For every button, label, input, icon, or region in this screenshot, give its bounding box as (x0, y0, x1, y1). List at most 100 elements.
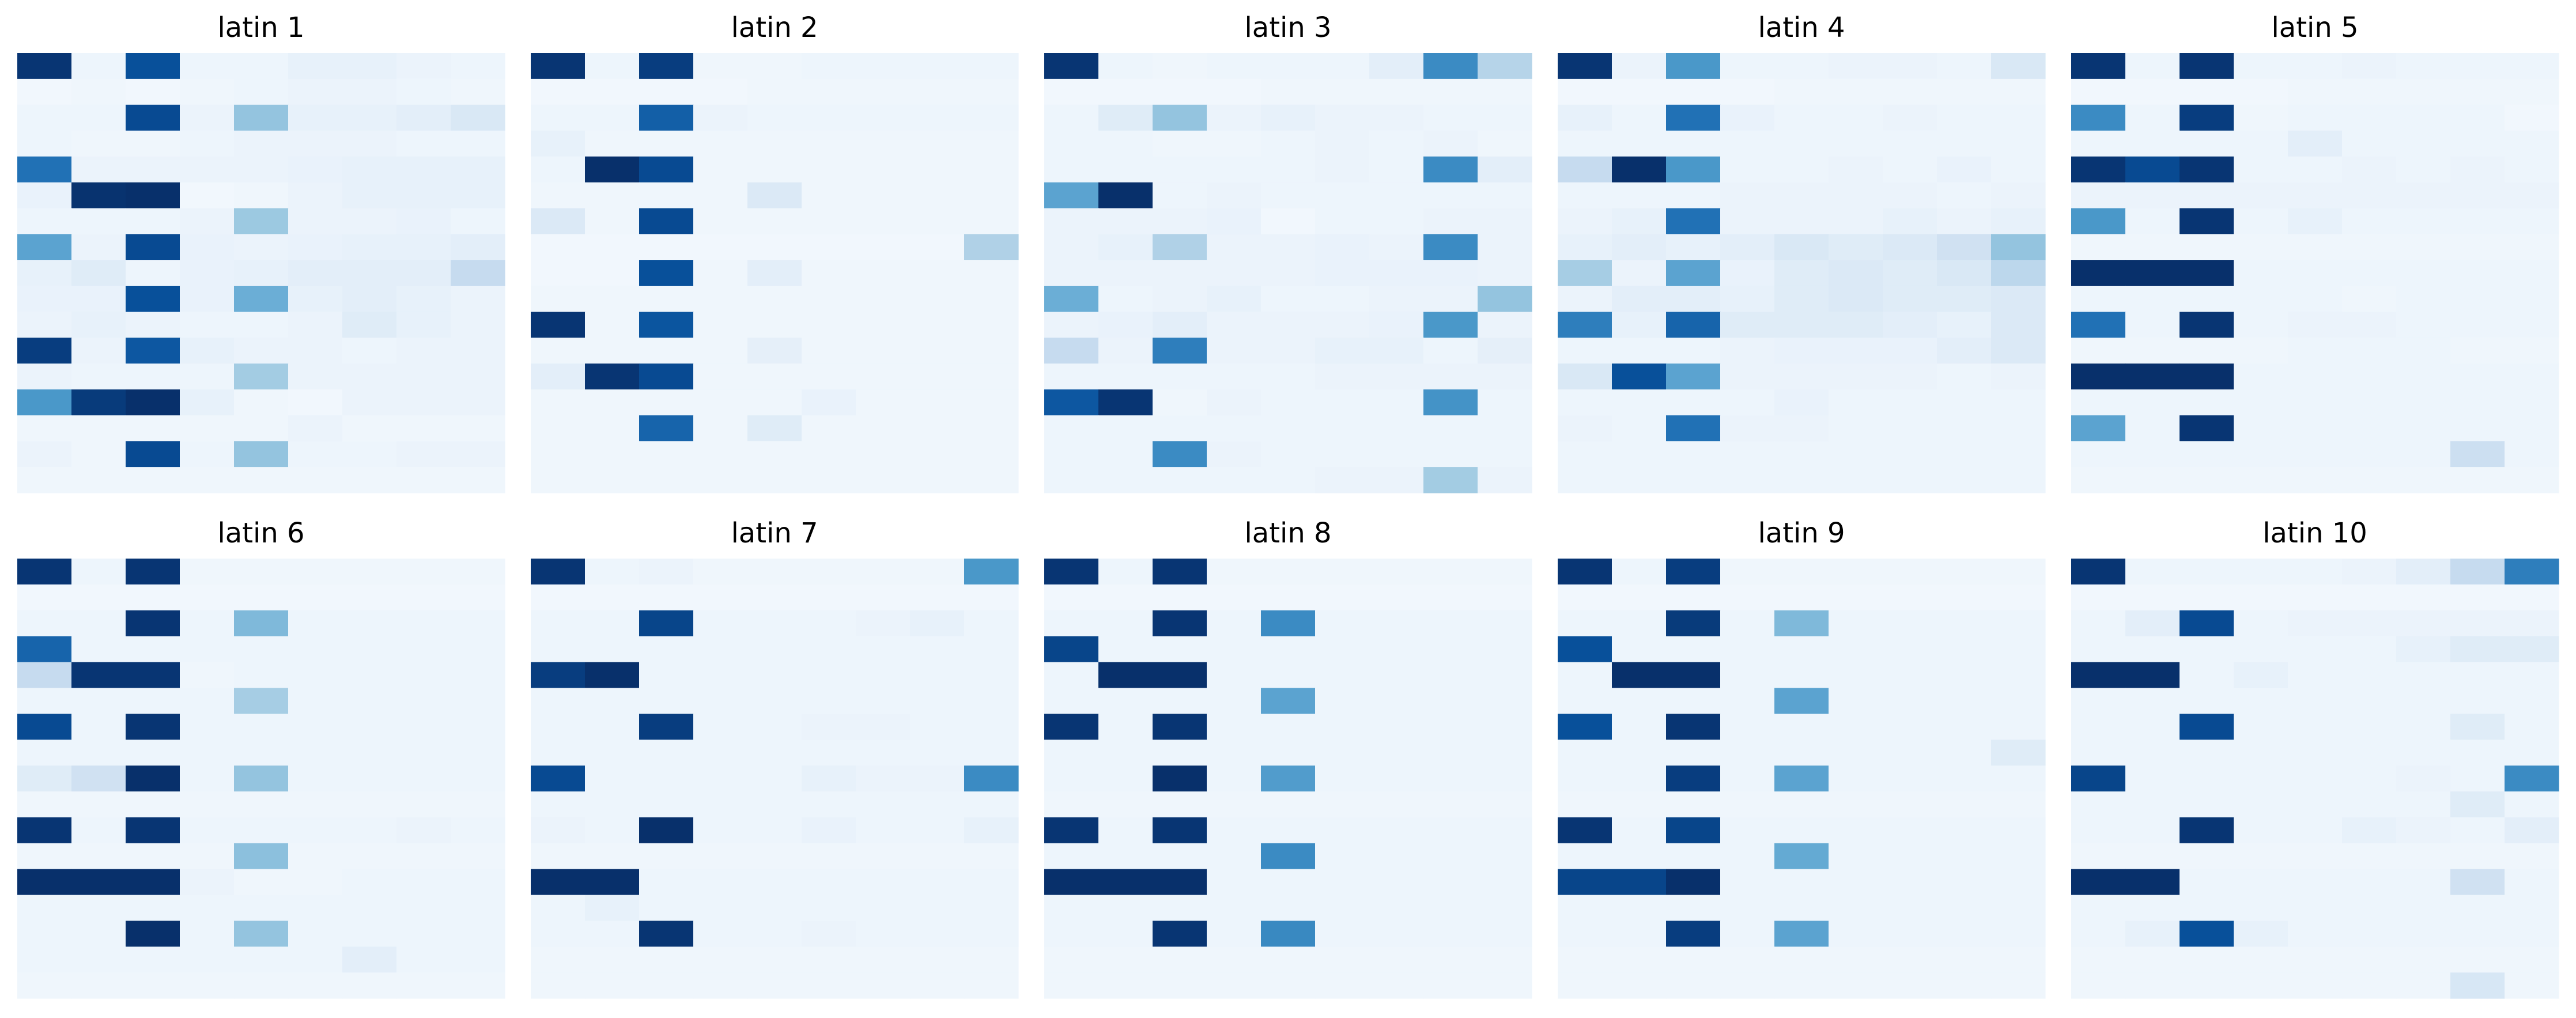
heatmap-cell (1207, 182, 1261, 209)
heatmap-cell (1261, 921, 1316, 947)
heatmap-cell (1261, 610, 1316, 637)
heatmap-cell (2396, 972, 2451, 999)
heatmap-cell (1044, 389, 1099, 416)
heatmap-cell (1207, 260, 1261, 286)
heatmap-cell (639, 972, 694, 999)
heatmap-cell (2125, 843, 2180, 870)
heatmap-cell (17, 584, 72, 611)
heatmap-cell (2342, 947, 2397, 973)
heatmap-cell (1044, 972, 1099, 999)
heatmap-cell (1044, 415, 1099, 442)
heatmap-cell (1666, 714, 1721, 740)
heatmap-cell (2125, 337, 2180, 364)
heatmap-cell (1991, 766, 2046, 792)
heatmap-cell (71, 688, 126, 714)
heatmap-cell (71, 53, 126, 80)
heatmap-cell (964, 441, 1019, 467)
heatmap-cell (2450, 234, 2505, 261)
heatmap-cell (396, 285, 451, 312)
heatmap-cell (910, 389, 965, 416)
heatmap-cell (1369, 791, 1424, 818)
heatmap-cell (234, 260, 289, 286)
heatmap-cell (342, 130, 397, 157)
heatmap-cell (342, 78, 397, 105)
heatmap-cell (2342, 791, 2397, 818)
heatmap-cell (288, 843, 343, 870)
heatmap-cell (1991, 441, 2046, 467)
heatmap-cell (1369, 714, 1424, 740)
heatmap-cell (451, 584, 505, 611)
heatmap-cell (1478, 234, 1532, 261)
heatmap-cell (2342, 843, 2397, 870)
heatmap-cell (639, 947, 694, 973)
heatmap-cell (1666, 337, 1721, 364)
heatmap-cell (2125, 104, 2180, 131)
heatmap-cell (1423, 559, 1478, 585)
heatmap-cell (856, 610, 911, 637)
heatmap-cell (1720, 467, 1775, 493)
heatmap-cell (802, 662, 856, 689)
heatmap-cell (17, 921, 72, 947)
heatmap-cell (531, 559, 586, 585)
heatmap-cell (1883, 363, 1937, 390)
heatmap-cell (17, 559, 72, 585)
heatmap-cell (1261, 817, 1316, 844)
heatmap-cell (1044, 921, 1099, 947)
panel-title: latin 8 (1244, 517, 1331, 549)
heatmap-cell (1937, 260, 1992, 286)
heatmap-cell (1937, 584, 1992, 611)
heatmap-cell (1098, 559, 1153, 585)
heatmap-cell (1937, 817, 1992, 844)
heatmap-cell (342, 740, 397, 766)
heatmap-cell (126, 467, 180, 493)
heatmap-cell (288, 740, 343, 766)
heatmap-cell (1207, 389, 1261, 416)
heatmap-cell (1720, 921, 1775, 947)
heatmap-cell (693, 311, 748, 338)
heatmap-cell (1991, 389, 2046, 416)
heatmap-cell (856, 972, 911, 999)
heatmap-cell (2450, 78, 2505, 105)
heatmap-cell (2180, 843, 2234, 870)
heatmap-cell (342, 947, 397, 973)
heatmap-cell (1098, 714, 1153, 740)
heatmap-cell (234, 363, 289, 390)
heatmap-cell (2396, 843, 2451, 870)
heatmap-cell (910, 895, 965, 921)
heatmap-cell (2342, 285, 2397, 312)
heatmap-cell (639, 662, 694, 689)
heatmap-cell (1666, 260, 1721, 286)
heatmap-cell (531, 895, 586, 921)
heatmap-cell (17, 415, 72, 442)
heatmap-cell (234, 467, 289, 493)
heatmap-cell (964, 921, 1019, 947)
heatmap-cell (1153, 208, 1207, 235)
heatmap-cell (856, 130, 911, 157)
heatmap-cell (910, 584, 965, 611)
heatmap-cell (2125, 688, 2180, 714)
heatmap-cell (180, 972, 235, 999)
heatmap-cell (1207, 467, 1261, 493)
heatmap-cell (1315, 714, 1370, 740)
heatmap-cell (234, 104, 289, 131)
heatmap-cell (1478, 389, 1532, 416)
heatmap-cell (802, 766, 856, 792)
heatmap-cell (964, 843, 1019, 870)
heatmap-cell (1829, 337, 1883, 364)
heatmap-cell (585, 869, 640, 896)
heatmap-cell (1774, 817, 1829, 844)
heatmap-cell (1044, 895, 1099, 921)
heatmap-cell (802, 311, 856, 338)
heatmap-cell (1991, 972, 2046, 999)
heatmap-cell (451, 636, 505, 663)
heatmap-cell (71, 817, 126, 844)
heatmap-cell (1829, 156, 1883, 183)
heatmap-cell (2342, 389, 2397, 416)
heatmap-cell (2450, 130, 2505, 157)
heatmap-cell (693, 208, 748, 235)
heatmap-cell (1315, 130, 1370, 157)
heatmap-cell (2396, 714, 2451, 740)
heatmap-cell (342, 363, 397, 390)
heatmap-cell (531, 740, 586, 766)
heatmap-cell (1315, 156, 1370, 183)
